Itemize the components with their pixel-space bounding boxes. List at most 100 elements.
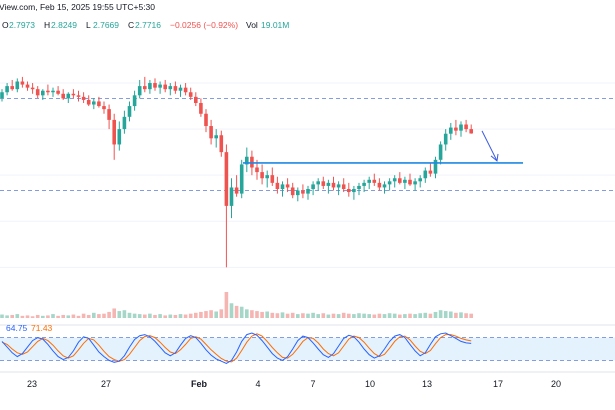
time-tick-13[interactable]: 13 [422, 379, 432, 389]
candle [367, 176, 371, 189]
candle [459, 121, 463, 137]
candle [194, 92, 198, 107]
stoch-k-line [1, 332, 472, 364]
candle-body [158, 84, 162, 88]
candle-body [290, 187, 295, 196]
candlestick-series [0, 76, 473, 268]
volume-bar [290, 312, 295, 318]
volume-bar [81, 313, 86, 318]
volume-bar [326, 314, 331, 318]
candle [0, 89, 4, 102]
time-axis[interactable]: 23 27 Feb 4 7 10 13 17 20 [27, 379, 561, 389]
projection-arrow[interactable] [481, 130, 499, 162]
volume-bar [163, 315, 167, 318]
time-tick-20[interactable]: 20 [551, 379, 561, 389]
candle [239, 159, 244, 199]
candle-body [229, 187, 234, 206]
candle-body [459, 124, 463, 131]
volume-bar [41, 315, 45, 318]
candle [428, 162, 433, 177]
time-tick-17[interactable]: 17 [493, 379, 503, 389]
candle-body [132, 95, 137, 107]
candle [143, 76, 147, 93]
candle-body [0, 92, 4, 99]
price-level-lines [0, 97, 615, 191]
candle-body [454, 127, 458, 131]
candle-body [270, 175, 275, 183]
candle-body [219, 135, 224, 153]
candle-body [30, 87, 35, 90]
candle-body [398, 178, 402, 183]
candle [183, 83, 188, 96]
candle [311, 181, 315, 196]
candle-body [117, 129, 122, 145]
candle-body [449, 127, 453, 134]
candle [382, 181, 387, 194]
candle-body [234, 187, 239, 194]
volume-bar [132, 313, 137, 318]
candle-body [92, 101, 96, 105]
time-tick-feb[interactable]: Feb [191, 379, 208, 389]
candle [122, 110, 127, 134]
candle [357, 182, 361, 196]
volume-bar [428, 313, 433, 318]
candle [234, 175, 239, 197]
candle [316, 178, 320, 191]
time-tick-10[interactable]: 10 [365, 379, 375, 389]
candle-body [163, 84, 167, 90]
candle [260, 164, 264, 185]
time-tick-27[interactable]: 27 [101, 379, 111, 389]
volume-bar [275, 313, 280, 318]
volume-bar [143, 314, 147, 318]
candle [204, 109, 208, 133]
volume-bar [372, 314, 377, 318]
candle-body [76, 95, 81, 97]
volume-bar [0, 314, 4, 318]
candle-body [178, 87, 183, 91]
grid-lines [0, 82, 615, 268]
candle [132, 90, 137, 111]
volume-bar [239, 306, 244, 318]
candle-body [137, 86, 142, 96]
volume-bar [20, 315, 25, 318]
volume-bar [250, 310, 254, 318]
ohlc-l-label: L [86, 20, 91, 30]
volume-bar [449, 311, 453, 318]
time-tick-7[interactable]: 7 [310, 379, 315, 389]
volume-bar [86, 314, 91, 318]
candle-body [214, 135, 218, 139]
candle [296, 187, 300, 202]
volume-bar [199, 311, 203, 318]
candle [331, 176, 336, 191]
volume-bar [10, 314, 14, 318]
time-tick-4[interactable]: 4 [255, 379, 260, 389]
candle-body [97, 101, 101, 107]
volume-bar [71, 314, 76, 318]
ohlc-l-value: 2.7669 [93, 20, 119, 30]
candle-body [285, 184, 290, 188]
volume-bar [183, 314, 188, 318]
candle [61, 89, 65, 100]
candle [280, 181, 285, 197]
candle-body [347, 189, 351, 193]
stoch-d-line [1, 333, 472, 363]
candle-body [392, 178, 397, 182]
candle-body [188, 92, 193, 97]
volume-bar [408, 313, 412, 318]
candle-body [224, 152, 229, 206]
volume-bar [61, 314, 65, 318]
volume-bar [377, 313, 382, 318]
arrow-head[interactable] [490, 153, 499, 162]
volume-bar [454, 312, 458, 318]
volume-bar [443, 311, 448, 318]
candle [102, 101, 106, 114]
stoch-k-value: 64.75 [6, 323, 28, 333]
volume-bar [209, 310, 213, 318]
time-tick-23[interactable]: 23 [27, 379, 37, 389]
candle-body [469, 129, 473, 134]
volume-bar [194, 312, 198, 318]
volume-bar [296, 314, 300, 318]
arrow-shaft[interactable] [481, 130, 498, 162]
candle-body [255, 167, 259, 173]
